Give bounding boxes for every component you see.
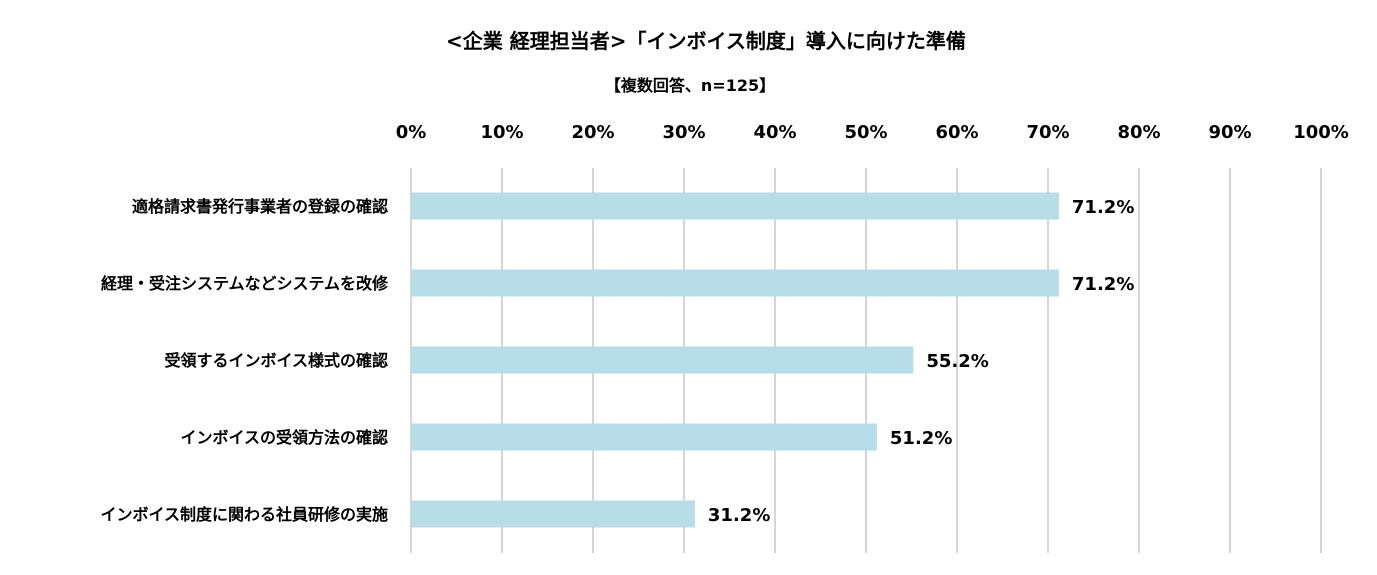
- x-tick-label: 60%: [935, 122, 978, 143]
- x-tick-label: 20%: [571, 122, 614, 143]
- x-tick-label: 90%: [1208, 122, 1251, 143]
- x-tick-label: 40%: [753, 122, 796, 143]
- bar: [411, 500, 695, 528]
- data-label: 31.2%: [708, 505, 770, 526]
- bar: [411, 269, 1059, 297]
- category-label: インボイスの受領方法の確認: [180, 428, 388, 447]
- x-tick-label: 10%: [480, 122, 523, 143]
- data-label: 71.2%: [1072, 274, 1134, 295]
- bar: [411, 346, 914, 374]
- category-label: 受領するインボイス様式の確認: [164, 351, 388, 370]
- bar: [411, 192, 1059, 220]
- x-tick-label: 50%: [844, 122, 887, 143]
- chart-title: <企業 経理担当者>「インボイス制度」導入に向けた準備: [446, 29, 966, 53]
- x-tick-label: 70%: [1026, 122, 1069, 143]
- x-tick-label: 0%: [396, 122, 427, 143]
- x-tick-label: 100%: [1293, 122, 1349, 143]
- data-label: 71.2%: [1072, 197, 1134, 218]
- data-label: 51.2%: [890, 428, 952, 449]
- category-label: インボイス制度に関わる社員研修の実施: [100, 505, 388, 524]
- chart-subtitle: 【複数回答、n=125】: [605, 76, 775, 95]
- category-label: 適格請求書発行事業者の登録の確認: [132, 197, 388, 216]
- x-tick-label: 80%: [1117, 122, 1160, 143]
- x-tick-label: 30%: [662, 122, 705, 143]
- data-label: 55.2%: [926, 351, 988, 372]
- bars: 適格請求書発行事業者の登録の確認 71.2% 経理・受注システムなどシステムを改修 7…: [100, 192, 1134, 528]
- x-axis-ticks: 0% 10% 20% 30% 40% 50% 60% 70% 80% 90% 100%: [396, 122, 1349, 143]
- category-label: 経理・受注システムなどシステムを改修: [101, 274, 389, 293]
- bar: [411, 423, 877, 451]
